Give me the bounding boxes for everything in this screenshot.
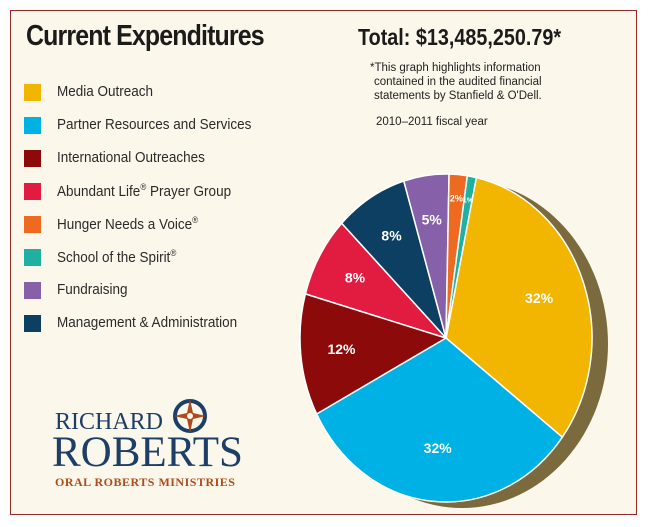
legend-label: Management & Administration [57, 314, 238, 331]
legend-swatch [24, 117, 41, 134]
logo-subtitle: ORAL ROBERTS MINISTRIES [55, 475, 236, 489]
audit-note-line: contained in the audited financial [374, 76, 542, 88]
legend-swatch [24, 216, 41, 233]
pie-slice-label: 8% [381, 228, 402, 244]
total-amount: Total: $13,485,250.79* [358, 24, 562, 50]
audit-note-line: statements by Stanfield & O'Dell. [374, 90, 542, 102]
legend-swatch [24, 249, 41, 266]
fiscal-year: 2010–2011 fiscal year [376, 116, 488, 128]
legend-swatch [24, 282, 41, 299]
logo-roberts-text: ROBERTS [52, 429, 243, 476]
pie-slice-label: 5% [422, 212, 443, 228]
legend-swatch [24, 84, 41, 101]
pie-slice-label: 8% [345, 270, 366, 286]
legend-label: Fundraising [57, 281, 128, 298]
legend-label: School of the Spirit® [57, 248, 177, 266]
legend-label: Partner Resources and Services [57, 116, 252, 133]
audit-note: *This graph highlights information conta… [370, 61, 620, 103]
legend-label: International Outreaches [57, 149, 205, 166]
pie-slice [445, 176, 593, 439]
ministry-logo: RICHARD ROBERTS ORAL ROBERTS MINISTRIES [52, 395, 252, 489]
pie-slice [445, 174, 478, 339]
legend-swatch [24, 183, 41, 200]
legend-label: Abundant Life® Prayer Group [57, 182, 232, 200]
pie-slice-label: 1% [463, 198, 474, 205]
legend-swatch [24, 315, 41, 332]
pie-slice-label: 12% [327, 341, 356, 357]
pie-slice-label: 32% [525, 290, 554, 306]
logo-richard-text: RICHARD [55, 409, 164, 435]
legend-label: Hunger Needs a Voice® [57, 215, 199, 233]
audit-note-line: *This graph highlights information [370, 62, 541, 74]
legend-label: Media Outreach [57, 83, 154, 100]
compass-cross-icon [173, 399, 207, 433]
chart-title: Current Expenditures [26, 20, 265, 52]
legend-swatch [24, 150, 41, 167]
pie-slice-label: 32% [424, 440, 453, 456]
pie-slice-label: 2% [450, 193, 463, 203]
pie-slice [299, 292, 448, 416]
pie-slice [315, 337, 564, 503]
